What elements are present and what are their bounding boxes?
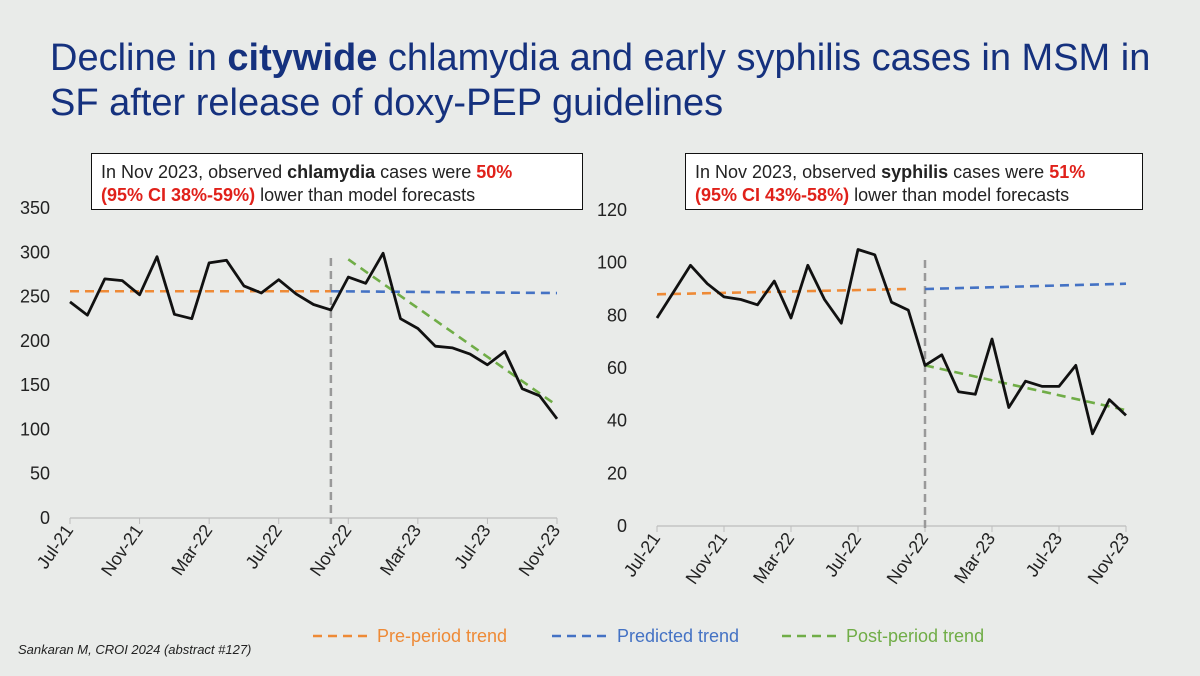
title-part-3: chlamydia and early syphilis cases in MS… <box>50 37 1151 124</box>
y-tick-label: 0 <box>40 508 50 528</box>
y-tick-label: 40 <box>607 411 627 431</box>
x-tick-label: Jul-23 <box>1022 529 1067 581</box>
callout-ci: (95% CI 38%-59%) <box>101 185 256 205</box>
x-tick-label: Nov-23 <box>1084 529 1134 588</box>
y-tick-label: 250 <box>20 287 50 307</box>
slide-title: Decline in citywide chlamydia and early … <box>50 36 1170 126</box>
x-tick-label: Jul-21 <box>33 521 78 573</box>
callout-text: In Nov 2023, observed <box>695 162 882 182</box>
legend: Pre-period trend Predicted trend Post-pe… <box>313 626 984 646</box>
y-tick-label: 150 <box>20 375 50 395</box>
syphilis-chart: 0 20 40 60 80 100 120 Jul-21 Nov-21 Mar-22 Jul-22 N… <box>597 200 1133 588</box>
y-tick-label: 350 <box>20 198 50 218</box>
x-tick-label: Nov-21 <box>682 529 732 588</box>
callout-percent: 50% <box>476 162 513 182</box>
y-tick-label: 60 <box>607 358 627 378</box>
predicted-trend-line <box>924 282 1127 291</box>
y-tick-label: 300 <box>20 242 50 262</box>
callout-text: In Nov 2023, observed <box>101 162 288 182</box>
callout-text: cases were <box>375 162 477 182</box>
callout-text: cases were <box>948 162 1050 182</box>
x-tick-label: Jul-22 <box>821 529 866 581</box>
title-part-1: Decline in <box>50 37 228 79</box>
observed-cases-line <box>655 248 1127 436</box>
x-tick-label: Mar-23 <box>376 521 425 579</box>
callout-ci: (95% CI 43%-58%) <box>695 185 850 205</box>
citation: Sankaran M, CROI 2024 (abstract #127) <box>18 642 252 657</box>
x-tick-label: Mar-22 <box>749 529 798 587</box>
callout-disease: chlamydia <box>287 162 376 182</box>
chlamydia-chart: 0 50 100 150 200 250 300 350 Jul-21 Nov-21 Mar-22 J… <box>20 198 564 580</box>
x-tick-label: Nov-22 <box>883 529 933 588</box>
legend-pre-label: Pre-period trend <box>377 626 507 646</box>
y-tick-label: 80 <box>607 305 627 325</box>
x-tick-label: Jul-21 <box>620 529 665 581</box>
observed-cases-line <box>69 251 559 420</box>
y-tick-label: 100 <box>20 419 50 439</box>
chlamydia-callout: In Nov 2023, observed chlamydia cases we… <box>91 153 583 210</box>
x-tick-label: Mar-22 <box>167 521 216 579</box>
y-tick-label: 200 <box>20 331 50 351</box>
y-tick-label: 50 <box>30 464 50 484</box>
pre-period-trend-line <box>656 287 909 296</box>
title-emphasis: citywide <box>227 37 378 79</box>
x-tick-label: Jul-23 <box>450 521 495 573</box>
post-period-trend-line <box>347 258 558 407</box>
callout-text: lower than model forecasts <box>849 185 1070 205</box>
x-tick-label: Jul-22 <box>241 521 286 573</box>
legend-predicted-label: Predicted trend <box>617 626 739 646</box>
post-period-trend-line <box>924 364 1127 412</box>
syphilis-callout: In Nov 2023, observed syphilis cases wer… <box>685 153 1143 210</box>
callout-disease: syphilis <box>881 162 949 182</box>
legend-post-label: Post-period trend <box>846 626 984 646</box>
y-tick-label: 20 <box>607 463 627 483</box>
predicted-trend-line <box>330 289 558 295</box>
x-tick-label: Mar-23 <box>950 529 999 587</box>
y-tick-label: 120 <box>597 200 627 220</box>
callout-text: lower than model forecasts <box>255 185 476 205</box>
x-tick-label: Nov-21 <box>97 521 147 580</box>
y-tick-label: 0 <box>617 516 627 536</box>
x-tick-label: Nov-22 <box>306 521 356 580</box>
y-tick-label: 100 <box>597 253 627 273</box>
x-tick-label: Nov-23 <box>515 521 565 580</box>
callout-percent: 51% <box>1049 162 1086 182</box>
